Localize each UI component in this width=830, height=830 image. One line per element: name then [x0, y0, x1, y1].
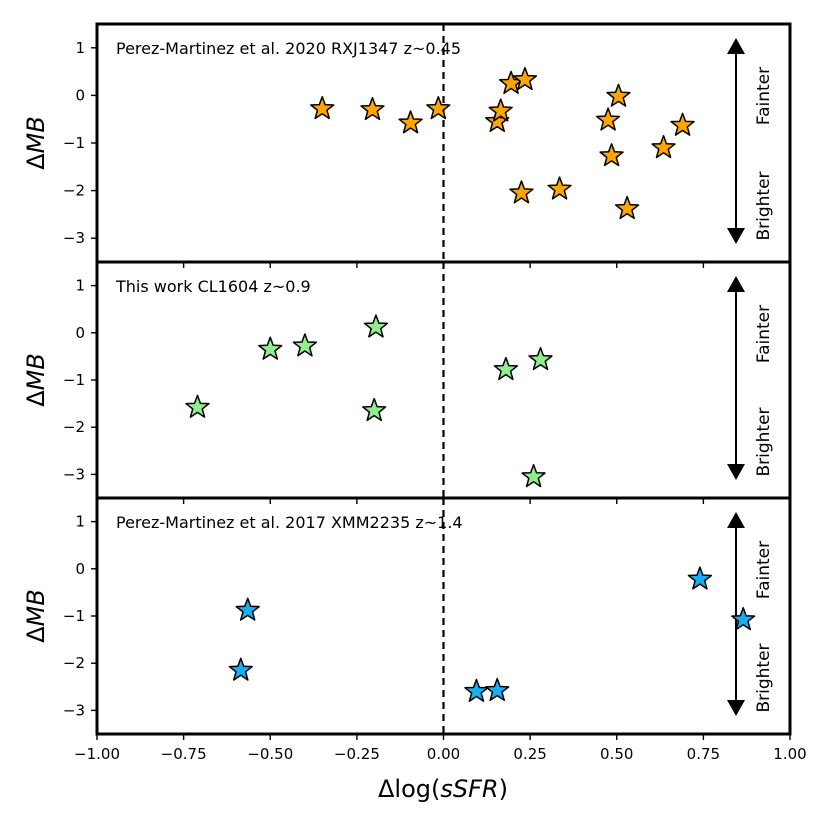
arrow-up-head — [727, 512, 745, 528]
data-point-star: (-0.205, -0.3) — [360, 96, 385, 121]
y-tick-label: −2 — [63, 418, 85, 436]
brighter-label: Brighter — [754, 407, 774, 476]
data-point-star: (0.155, -2.58) — [485, 677, 510, 702]
data-point-star: (-0.71, -1.58) — [185, 394, 210, 418]
data-point-star: (-0.095, -0.58) — [398, 110, 423, 134]
data-point-star: (0.225, -2.05) — [509, 180, 534, 204]
y-axis-label: ΔMB — [22, 353, 50, 407]
y-tick-label: −1 — [63, 607, 85, 625]
data-point-star: (0.69, -0.63) — [670, 112, 695, 136]
data-point-star: (-0.195, 0.12) — [363, 314, 389, 338]
data-point-star: (0.53, -2.38) — [614, 195, 640, 220]
fainter-label: Fainter — [754, 305, 774, 363]
fainter-label: Fainter — [754, 67, 774, 125]
data-point-star: (-0.5, -0.35) — [258, 336, 283, 360]
y-tick-label: 0 — [75, 324, 85, 342]
panel-frame — [95, 260, 792, 500]
data-point-star: (0.865, -1.08) — [731, 607, 756, 631]
panel-3: 1 0 −1 −2 −3 −1.00 −0.75 −0.50 −0.25 0.00 0.25 0.50… — [22, 496, 807, 763]
x-tick-label: 0.75 — [687, 745, 720, 763]
data-point-star: (-0.585, -2.15) — [228, 657, 253, 681]
y-tick-label: −3 — [63, 229, 85, 247]
panel-title: This work CL1604 z~0.9 — [115, 277, 311, 296]
x-tick-label: −0.50 — [247, 745, 293, 763]
data-point-star: (0.195, 0.25) — [498, 70, 524, 94]
y-tick-label: 1 — [75, 39, 85, 57]
arrow-up-head — [727, 276, 745, 292]
y-tick-label: −2 — [63, 654, 85, 672]
y-tick-label: 0 — [75, 560, 85, 578]
data-point-star: (0.18, -0.78) — [493, 356, 519, 381]
y-tick-label: −3 — [63, 701, 85, 719]
data-point-star: (0.26, -3.05) — [521, 464, 546, 488]
data-point-star: (-0.35, -0.28) — [310, 95, 335, 120]
panel-frame — [95, 496, 792, 736]
data-point-star: (0.335, -1.97) — [547, 176, 572, 200]
y-tick-label: −1 — [63, 134, 85, 152]
panel-frame — [95, 22, 792, 264]
y-tick-label: 0 — [75, 86, 85, 104]
arrow-up-head — [727, 38, 745, 54]
data-point-star: (-0.015, -0.28) — [426, 95, 451, 120]
data-point-star: (0.165, -0.33) — [488, 98, 513, 122]
x-tick-label: 0.50 — [600, 745, 633, 763]
data-point-star: (0.485, -1.27) — [599, 143, 624, 167]
x-tick-label: 0.25 — [513, 745, 546, 763]
arrow-down-head — [727, 464, 745, 480]
x-tick-label: −0.75 — [161, 745, 207, 763]
data-point-star: (0.235, 0.33) — [512, 66, 538, 91]
data-point-star: (-0.4, -0.28) — [292, 333, 318, 357]
arrow-down-head — [727, 700, 745, 716]
panel-2: 1 0 −1 −2 −3 This work CL1604 z~0.9 Fainter Bri… — [22, 260, 792, 504]
y-axis-label: ΔMB — [22, 589, 50, 643]
data-point-star: (0.635, -1.1) — [651, 135, 676, 159]
panel-title: Perez-Martinez et al. 2020 RXJ1347 z~0.4… — [116, 39, 461, 58]
data-point-star: (0.74, -0.22) — [687, 566, 713, 590]
x-tick-label: −0.25 — [334, 745, 380, 763]
data-point-star: (-0.565, -0.88) — [235, 597, 260, 621]
arrow-down-head — [727, 228, 745, 244]
y-tick-label: −2 — [63, 182, 85, 200]
panel-title: Perez-Martinez et al. 2017 XMM2235 z~1.4 — [116, 513, 463, 532]
y-axis-label: ΔMB — [22, 116, 50, 170]
y-tick-label: 1 — [75, 277, 85, 295]
data-point-star: (0.28, -0.57) — [528, 346, 553, 371]
data-point-star: (0.095, -2.6) — [464, 678, 489, 702]
panel-1: 1 0 −1 −2 −3 Perez-Martinez et al. 2020 RXJ13… — [22, 22, 792, 268]
data-point-star: (0.475, -0.52) — [595, 107, 621, 131]
x-axis-label: Δlog(sSFR) — [378, 775, 508, 803]
fainter-label: Fainter — [754, 541, 774, 599]
x-tick-label: 1.00 — [773, 745, 806, 763]
y-tick-label: −3 — [63, 465, 85, 483]
data-point-star: (0.505, -0.02) — [606, 83, 631, 107]
y-tick-label: 1 — [75, 513, 85, 531]
y-tick-label: −1 — [63, 371, 85, 389]
panels: 1 0 −1 −2 −3 Perez-Martinez et al. 2020 RXJ13… — [22, 22, 807, 763]
x-tick-label: 0.00 — [427, 745, 460, 763]
brighter-label: Brighter — [754, 171, 774, 240]
x-tick-label: −1.00 — [74, 745, 120, 763]
brighter-label: Brighter — [754, 643, 774, 712]
data-point-star: (-0.2, -1.65) — [362, 397, 387, 422]
